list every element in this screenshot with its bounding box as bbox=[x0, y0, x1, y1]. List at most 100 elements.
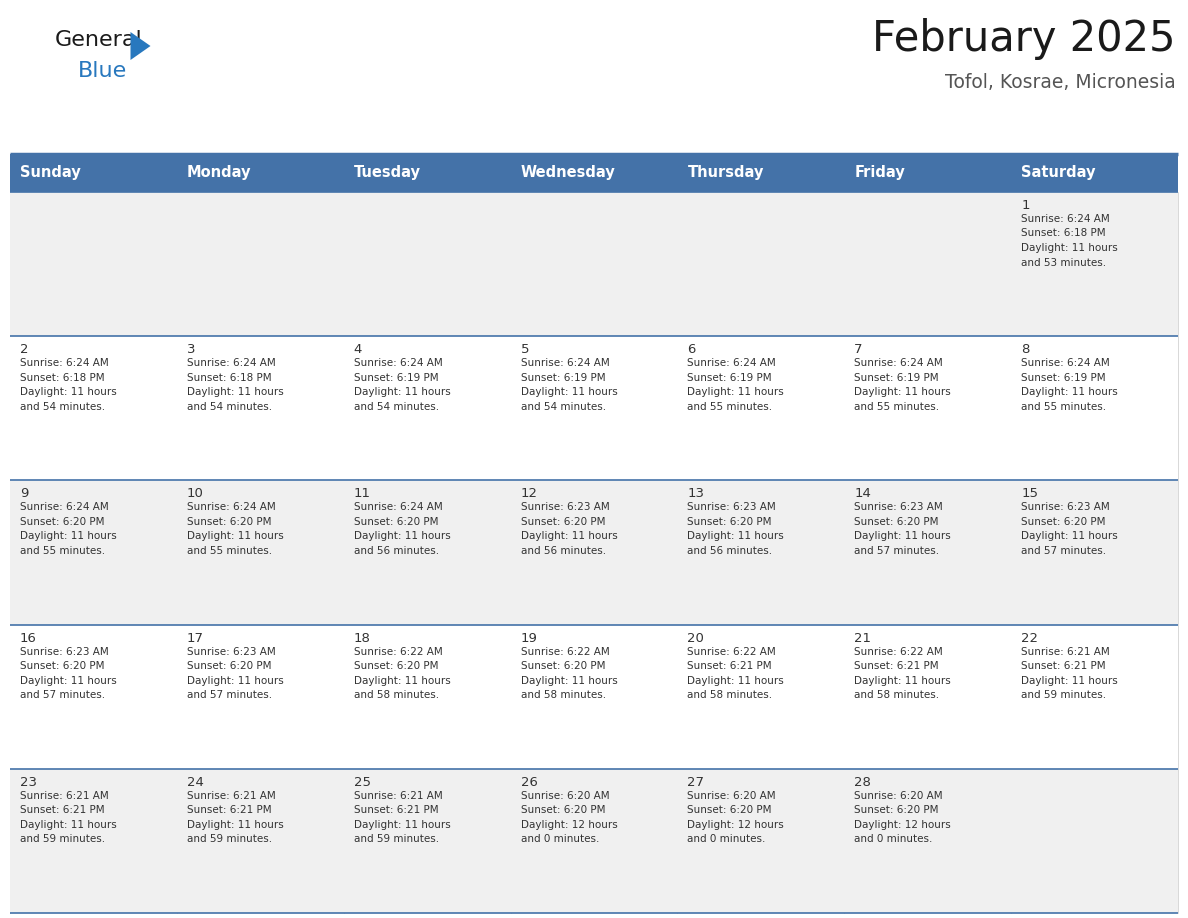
Text: 20: 20 bbox=[688, 632, 704, 644]
Text: Sunrise: 6:23 AM: Sunrise: 6:23 AM bbox=[688, 502, 776, 512]
Text: Daylight: 11 hours: Daylight: 11 hours bbox=[520, 532, 618, 542]
Text: 14: 14 bbox=[854, 487, 871, 500]
Text: and 56 minutes.: and 56 minutes. bbox=[520, 546, 606, 556]
Text: Sunrise: 6:24 AM: Sunrise: 6:24 AM bbox=[1022, 358, 1110, 368]
Text: 5: 5 bbox=[520, 343, 529, 356]
Text: Wednesday: Wednesday bbox=[520, 165, 615, 181]
Text: and 56 minutes.: and 56 minutes. bbox=[688, 546, 772, 556]
Text: Sunset: 6:20 PM: Sunset: 6:20 PM bbox=[187, 661, 271, 671]
Text: 8: 8 bbox=[1022, 343, 1030, 356]
Text: 25: 25 bbox=[354, 776, 371, 789]
Text: Sunrise: 6:22 AM: Sunrise: 6:22 AM bbox=[854, 646, 943, 656]
Text: Daylight: 11 hours: Daylight: 11 hours bbox=[854, 532, 952, 542]
Text: and 58 minutes.: and 58 minutes. bbox=[854, 690, 940, 700]
Text: Sunset: 6:20 PM: Sunset: 6:20 PM bbox=[688, 517, 772, 527]
Text: Saturday: Saturday bbox=[1022, 165, 1095, 181]
Text: Daylight: 11 hours: Daylight: 11 hours bbox=[520, 676, 618, 686]
Text: 15: 15 bbox=[1022, 487, 1038, 500]
Text: Daylight: 11 hours: Daylight: 11 hours bbox=[520, 387, 618, 397]
Text: 22: 22 bbox=[1022, 632, 1038, 644]
Text: 16: 16 bbox=[20, 632, 37, 644]
Text: Sunrise: 6:21 AM: Sunrise: 6:21 AM bbox=[187, 790, 276, 800]
Text: Sunset: 6:20 PM: Sunset: 6:20 PM bbox=[20, 517, 105, 527]
Text: Sunset: 6:20 PM: Sunset: 6:20 PM bbox=[520, 661, 605, 671]
Text: and 58 minutes.: and 58 minutes. bbox=[354, 690, 438, 700]
Text: February 2025: February 2025 bbox=[872, 18, 1176, 60]
Text: General: General bbox=[55, 30, 143, 50]
Text: Daylight: 11 hours: Daylight: 11 hours bbox=[354, 532, 450, 542]
Text: Tuesday: Tuesday bbox=[354, 165, 421, 181]
Text: Daylight: 11 hours: Daylight: 11 hours bbox=[20, 676, 116, 686]
Text: and 54 minutes.: and 54 minutes. bbox=[354, 402, 438, 411]
Text: Sunset: 6:18 PM: Sunset: 6:18 PM bbox=[1022, 229, 1106, 239]
Text: Sunset: 6:19 PM: Sunset: 6:19 PM bbox=[1022, 373, 1106, 383]
Text: Sunrise: 6:22 AM: Sunrise: 6:22 AM bbox=[520, 646, 609, 656]
Text: Daylight: 11 hours: Daylight: 11 hours bbox=[1022, 243, 1118, 253]
Text: Daylight: 11 hours: Daylight: 11 hours bbox=[187, 676, 284, 686]
Text: and 0 minutes.: and 0 minutes. bbox=[520, 834, 599, 845]
Bar bbox=[10, 336, 1178, 480]
Text: Sunrise: 6:24 AM: Sunrise: 6:24 AM bbox=[20, 502, 109, 512]
Text: and 57 minutes.: and 57 minutes. bbox=[187, 690, 272, 700]
Text: and 54 minutes.: and 54 minutes. bbox=[187, 402, 272, 411]
Text: Sunday: Sunday bbox=[20, 165, 81, 181]
Text: Blue: Blue bbox=[78, 61, 127, 81]
Text: and 55 minutes.: and 55 minutes. bbox=[854, 402, 940, 411]
Text: Daylight: 11 hours: Daylight: 11 hours bbox=[187, 820, 284, 830]
Text: Sunset: 6:20 PM: Sunset: 6:20 PM bbox=[688, 805, 772, 815]
Text: Sunrise: 6:20 AM: Sunrise: 6:20 AM bbox=[854, 790, 943, 800]
Text: and 56 minutes.: and 56 minutes. bbox=[354, 546, 438, 556]
Text: 28: 28 bbox=[854, 776, 871, 789]
Text: Daylight: 11 hours: Daylight: 11 hours bbox=[854, 387, 952, 397]
Text: 18: 18 bbox=[354, 632, 371, 644]
Text: and 55 minutes.: and 55 minutes. bbox=[1022, 402, 1106, 411]
Text: Daylight: 11 hours: Daylight: 11 hours bbox=[688, 387, 784, 397]
Text: Sunset: 6:20 PM: Sunset: 6:20 PM bbox=[354, 661, 438, 671]
Text: and 54 minutes.: and 54 minutes. bbox=[20, 402, 105, 411]
Text: Sunset: 6:20 PM: Sunset: 6:20 PM bbox=[854, 517, 939, 527]
Text: and 55 minutes.: and 55 minutes. bbox=[688, 402, 772, 411]
Text: Sunset: 6:21 PM: Sunset: 6:21 PM bbox=[187, 805, 272, 815]
Text: Sunset: 6:20 PM: Sunset: 6:20 PM bbox=[520, 517, 605, 527]
Text: Daylight: 11 hours: Daylight: 11 hours bbox=[1022, 387, 1118, 397]
Text: Daylight: 12 hours: Daylight: 12 hours bbox=[854, 820, 952, 830]
Text: Sunset: 6:21 PM: Sunset: 6:21 PM bbox=[1022, 661, 1106, 671]
Text: Daylight: 11 hours: Daylight: 11 hours bbox=[688, 532, 784, 542]
Text: Sunrise: 6:24 AM: Sunrise: 6:24 AM bbox=[688, 358, 776, 368]
Text: Sunset: 6:21 PM: Sunset: 6:21 PM bbox=[688, 661, 772, 671]
Text: Sunrise: 6:23 AM: Sunrise: 6:23 AM bbox=[20, 646, 109, 656]
Text: Daylight: 11 hours: Daylight: 11 hours bbox=[1022, 532, 1118, 542]
Text: 21: 21 bbox=[854, 632, 871, 644]
Text: Sunrise: 6:23 AM: Sunrise: 6:23 AM bbox=[1022, 502, 1110, 512]
Text: Sunset: 6:20 PM: Sunset: 6:20 PM bbox=[354, 517, 438, 527]
Text: Sunrise: 6:21 AM: Sunrise: 6:21 AM bbox=[20, 790, 109, 800]
Text: Thursday: Thursday bbox=[688, 165, 764, 181]
Text: Sunset: 6:20 PM: Sunset: 6:20 PM bbox=[854, 805, 939, 815]
Text: and 57 minutes.: and 57 minutes. bbox=[20, 690, 105, 700]
Text: 26: 26 bbox=[520, 776, 537, 789]
Bar bbox=[10, 154, 1178, 192]
Text: 2: 2 bbox=[20, 343, 29, 356]
Text: Sunrise: 6:24 AM: Sunrise: 6:24 AM bbox=[354, 358, 442, 368]
Text: Daylight: 11 hours: Daylight: 11 hours bbox=[20, 532, 116, 542]
Text: 6: 6 bbox=[688, 343, 696, 356]
Text: Sunrise: 6:22 AM: Sunrise: 6:22 AM bbox=[688, 646, 776, 656]
Text: Sunset: 6:20 PM: Sunset: 6:20 PM bbox=[520, 805, 605, 815]
Text: Sunrise: 6:21 AM: Sunrise: 6:21 AM bbox=[1022, 646, 1110, 656]
Text: Sunset: 6:20 PM: Sunset: 6:20 PM bbox=[20, 661, 105, 671]
Text: Sunrise: 6:20 AM: Sunrise: 6:20 AM bbox=[520, 790, 609, 800]
Text: 12: 12 bbox=[520, 487, 538, 500]
Bar bbox=[10, 192, 1178, 336]
Text: Sunrise: 6:23 AM: Sunrise: 6:23 AM bbox=[854, 502, 943, 512]
Text: Sunset: 6:21 PM: Sunset: 6:21 PM bbox=[854, 661, 939, 671]
Text: Sunset: 6:18 PM: Sunset: 6:18 PM bbox=[20, 373, 105, 383]
Text: Monday: Monday bbox=[187, 165, 252, 181]
Text: Daylight: 11 hours: Daylight: 11 hours bbox=[354, 676, 450, 686]
Text: Sunrise: 6:24 AM: Sunrise: 6:24 AM bbox=[187, 358, 276, 368]
Text: 19: 19 bbox=[520, 632, 537, 644]
Text: Sunrise: 6:24 AM: Sunrise: 6:24 AM bbox=[520, 358, 609, 368]
Text: Sunrise: 6:24 AM: Sunrise: 6:24 AM bbox=[354, 502, 442, 512]
Text: 24: 24 bbox=[187, 776, 203, 789]
Text: 7: 7 bbox=[854, 343, 862, 356]
Text: and 55 minutes.: and 55 minutes. bbox=[20, 546, 105, 556]
